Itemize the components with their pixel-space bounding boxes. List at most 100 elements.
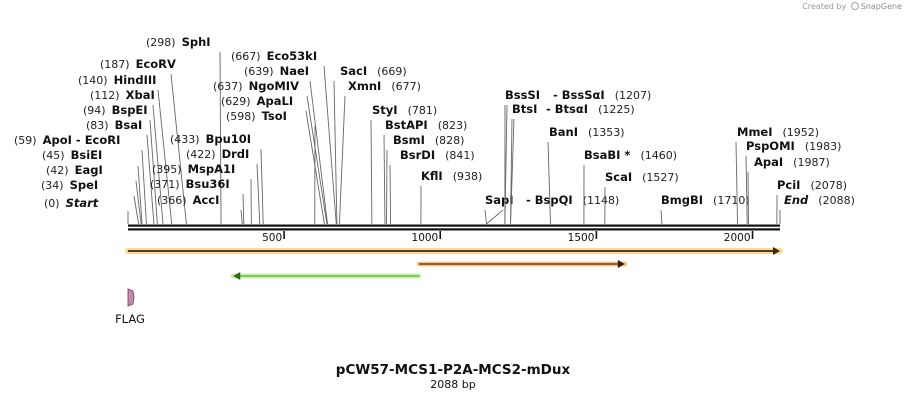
site-name: SphI [182, 35, 211, 49]
site-label: - BtsαI (1225) [546, 102, 635, 116]
site-position: (0) [44, 197, 60, 210]
site-connector [135, 180, 142, 225]
site-connector [157, 89, 173, 225]
site-label: BanI (1353) [549, 125, 625, 139]
site-connector [735, 141, 738, 225]
site-position: (187) [100, 58, 130, 71]
site-position: (1460) [640, 149, 677, 162]
site-label: ScaI (1527) [605, 170, 679, 184]
site-name: XbaI [126, 88, 155, 102]
site-position: (59) [14, 134, 37, 147]
site-label: (187) EcoRV [100, 57, 176, 71]
site-label: (140) HindIII [78, 73, 156, 87]
scale-ticks: 500 1000 1500 2000 [262, 231, 754, 244]
site-name: AccI [193, 193, 220, 207]
site-position: (112) [90, 89, 120, 102]
site-label: (42) EagI [46, 163, 103, 177]
feature-brown-arrowhead [617, 260, 625, 268]
site-position: (298) [146, 36, 176, 49]
site-prefix: - [526, 193, 531, 207]
site-name: EcoRV [136, 57, 176, 71]
site-prefix: ApoI - [43, 133, 81, 147]
site-connector [170, 73, 187, 225]
site-name: MspA1I [188, 162, 236, 176]
site-name: ApaLI [257, 94, 294, 108]
site-label: ApaI (1987) [754, 155, 830, 169]
site-label: - BspQI (1148) [526, 193, 619, 207]
site-label: MmeI (1952) [737, 125, 819, 139]
site-position: (1987) [793, 156, 830, 169]
credit-prefix: Created by [802, 2, 847, 11]
site-name: BanI [549, 125, 578, 139]
site-prefix: - [553, 88, 558, 102]
site-connector [149, 119, 158, 225]
scale-tick-label: 1500 [568, 232, 595, 244]
site-connector [389, 164, 392, 225]
site-connector [745, 155, 748, 225]
site-connector [383, 134, 386, 225]
site-label: SacI (669) [340, 64, 407, 78]
site-name: BsaBI * [584, 148, 630, 162]
site-name: Eco53kI [267, 49, 318, 63]
site-position: (667) [231, 50, 261, 63]
feature-flag-marker [127, 288, 135, 307]
site-name: BtsαI [555, 102, 588, 116]
site-position: (1710) [713, 194, 750, 207]
site-name: SpeI [70, 178, 99, 192]
site-label: - BssSαI (1207) [553, 88, 651, 102]
site-connector [306, 95, 328, 225]
site-position: (598) [226, 110, 256, 123]
site-position: (422) [186, 148, 216, 161]
credit-brand: SnapGene [860, 2, 902, 11]
site-position: (94) [83, 104, 106, 117]
site-name: SacI [340, 64, 367, 78]
site-connector [137, 165, 143, 225]
site-position: (1148) [583, 194, 620, 207]
site-label: BsmI (828) [393, 133, 464, 147]
site-name: BstAPI [385, 118, 428, 132]
site-label: (59) ApoI - EcoRI [14, 133, 120, 147]
site-label: (422) DrdI [186, 147, 249, 161]
site-label: (371) Bsu36I [150, 177, 230, 191]
site-name: MmeI [737, 125, 773, 139]
site-position: (1527) [642, 171, 679, 184]
site-name: BssSI [505, 88, 540, 102]
feature-flag-label: FLAG [115, 312, 145, 326]
site-label: (83) BsaI [86, 118, 142, 132]
site-position: (938) [453, 170, 483, 183]
site-position: (45) [42, 149, 65, 162]
site-position: (781) [408, 104, 438, 117]
site-connector [338, 95, 346, 225]
site-name: StyI [372, 103, 398, 117]
site-position: (677) [391, 80, 421, 93]
site-name: Bsu36I [186, 177, 230, 191]
site-connector [141, 149, 147, 225]
site-position: (395) [152, 163, 182, 176]
site-label: BssSI [505, 88, 540, 102]
site-position: (42) [46, 164, 69, 177]
site-connector [660, 209, 663, 225]
site-connector [133, 195, 140, 225]
site-name: BsrDI [400, 148, 435, 162]
site-connector [260, 148, 264, 225]
site-position: (637) [213, 80, 243, 93]
site-label: (433) Bpu10I [170, 132, 251, 146]
site-label: StyI (781) [372, 103, 437, 117]
site-position: (2078) [810, 179, 847, 192]
site-name: EagI [75, 163, 103, 177]
site-position: (1225) [598, 103, 635, 116]
site-label: BsaBI * (1460) [584, 148, 677, 162]
site-name: SapI [485, 193, 514, 207]
site-name: BsaI [115, 118, 143, 132]
site-name: ScaI [605, 170, 632, 184]
site-name: PspOMI [746, 139, 795, 153]
site-position: (828) [435, 134, 465, 147]
site-connector [484, 209, 487, 225]
site-connector [152, 104, 164, 225]
site-position: (841) [445, 149, 475, 162]
site-connector [305, 110, 325, 225]
site-label: (298) SphI [146, 35, 211, 49]
site-connector [547, 141, 551, 225]
site-connector [486, 209, 504, 225]
